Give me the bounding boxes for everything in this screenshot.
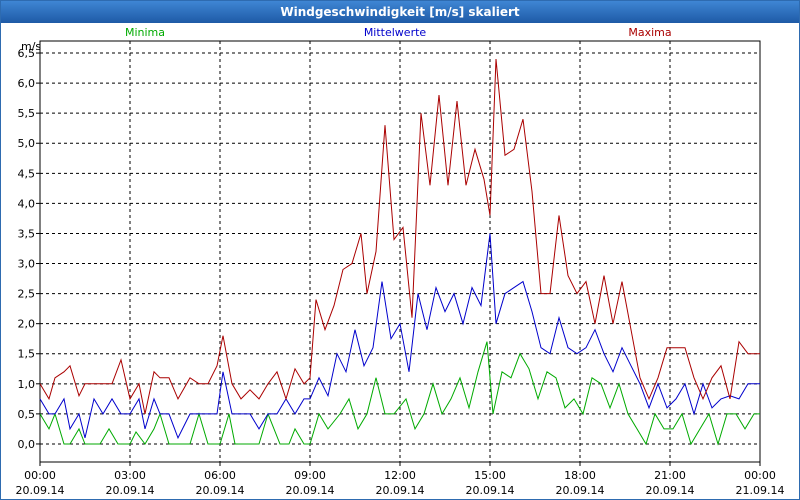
x-tick-time-label: 21:00 xyxy=(654,469,686,482)
y-tick-label: 3,0 xyxy=(18,258,36,271)
x-tick-date-label: 20.09.14 xyxy=(286,484,335,497)
legend: Minima Mittelwerte Maxima xyxy=(125,26,672,39)
y-tick-label: 6,0 xyxy=(18,77,36,90)
x-tick-date-label: 20.09.14 xyxy=(376,484,425,497)
x-tick-time-label: 03:00 xyxy=(114,469,146,482)
y-tick-label: 2,0 xyxy=(18,318,36,331)
y-tick-label: 2,5 xyxy=(18,288,36,301)
y-tick-label: 5,0 xyxy=(18,137,36,150)
series-line-maxima xyxy=(39,58,760,415)
series-group xyxy=(39,58,760,446)
y-tick-label: 3,5 xyxy=(18,227,36,240)
x-tick-date-label: 20.09.14 xyxy=(466,484,515,497)
y-tick-label: 5,5 xyxy=(18,107,36,120)
x-tick-date-label: 20.09.14 xyxy=(556,484,605,497)
series-line-mittelwerte xyxy=(39,233,760,440)
x-tick-time-label: 18:00 xyxy=(564,469,596,482)
y-tick-label: 4,0 xyxy=(18,197,36,210)
grid-lines xyxy=(40,41,760,462)
legend-entry-maxima: Maxima xyxy=(628,26,671,39)
x-tick-time-label: 09:00 xyxy=(294,469,326,482)
axis-labels: 0,0 0,5 1,0 1,5 2,0 2,5 3,0 3,5 4,0 4,5 5,0 5,5 6,0 6… xyxy=(16,47,785,497)
x-tick-date-label: 20.09.14 xyxy=(106,484,155,497)
x-tick-date-label: 21.09.14 xyxy=(736,484,785,497)
series-line-minima xyxy=(39,341,760,446)
x-tick-date-label: 20.09.14 xyxy=(16,484,65,497)
x-tick-time-label: 15:00 xyxy=(474,469,506,482)
y-tick-label: 0,0 xyxy=(18,438,36,451)
y-tick-label: 1,0 xyxy=(18,378,36,391)
y-tick-label: 4,5 xyxy=(18,167,36,180)
legend-entry-minima: Minima xyxy=(125,26,165,39)
y-axis-unit-label: m/s xyxy=(21,40,41,53)
y-tick-label: 1,5 xyxy=(18,348,36,361)
legend-entry-mittelwerte: Mittelwerte xyxy=(364,26,427,39)
x-tick-time-label: 06:00 xyxy=(204,469,236,482)
y-tick-label: 0,5 xyxy=(18,408,36,421)
x-tick-date-label: 20.09.14 xyxy=(196,484,245,497)
x-tick-time-label: 00:00 xyxy=(24,469,56,482)
x-tick-time-label: 00:00 xyxy=(744,469,776,482)
x-tick-date-label: 20.09.14 xyxy=(646,484,695,497)
x-tick-time-label: 12:00 xyxy=(384,469,416,482)
window-title: Windgeschwindigkeit [m/s] skaliert xyxy=(1,1,799,23)
y-tick-label: 6,5 xyxy=(18,47,36,60)
